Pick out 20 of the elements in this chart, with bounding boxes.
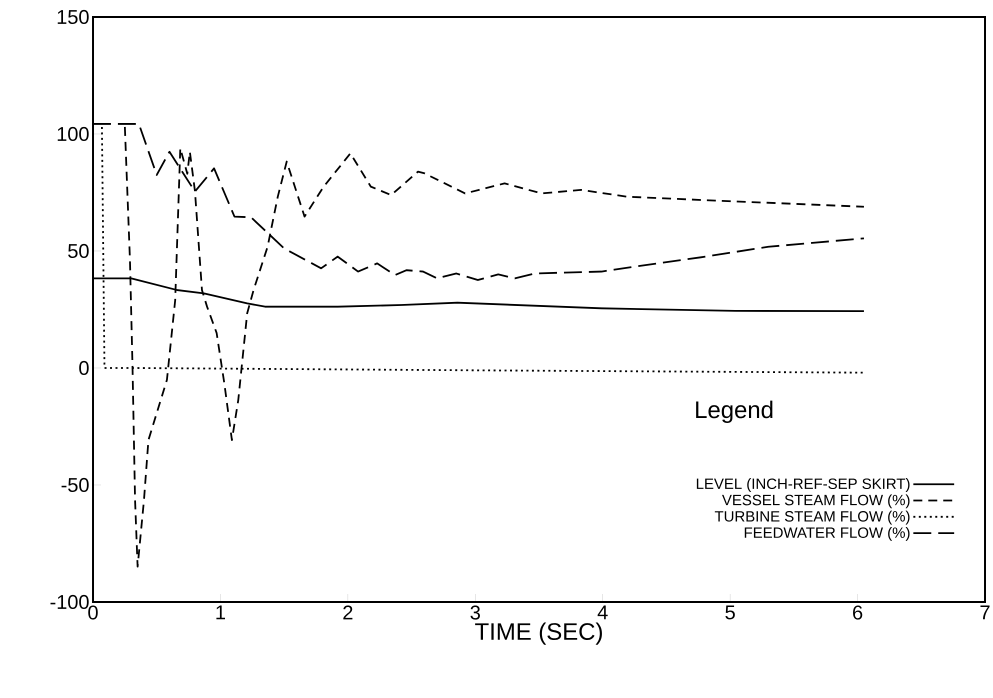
legend-label: VESSEL STEAM FLOW (%) (722, 494, 910, 508)
legend-title: Legend (696, 400, 772, 423)
x-tick-label: 7 (980, 606, 990, 620)
x-tick-label: 1 (216, 606, 226, 620)
x-tick-label: 6 (853, 606, 862, 620)
y-tick-label: 0 (79, 360, 89, 376)
x-tick-label: 0 (88, 606, 98, 620)
x-tick-label: 5 (725, 606, 735, 620)
y-tick-label: 100 (58, 126, 89, 142)
y-tick-label: -50 (62, 478, 89, 492)
x-tick-label: 4 (598, 606, 608, 620)
legend-label: FEEDWATER FLOW (%) (744, 526, 910, 541)
legend-label: TURBINE STEAM FLOW (%) (714, 510, 910, 525)
y-tick-label: -100 (50, 594, 89, 610)
y-tick-label: 50 (68, 244, 89, 258)
x-tick-label: 3 (470, 606, 480, 620)
x-tick-label: 2 (343, 606, 352, 620)
x-axis-title: TIME (SEC) (475, 622, 602, 645)
y-tick-label: 150 (58, 10, 89, 24)
legend-label: LEVEL (INCH-REF-SEP SKIRT) (696, 478, 910, 492)
